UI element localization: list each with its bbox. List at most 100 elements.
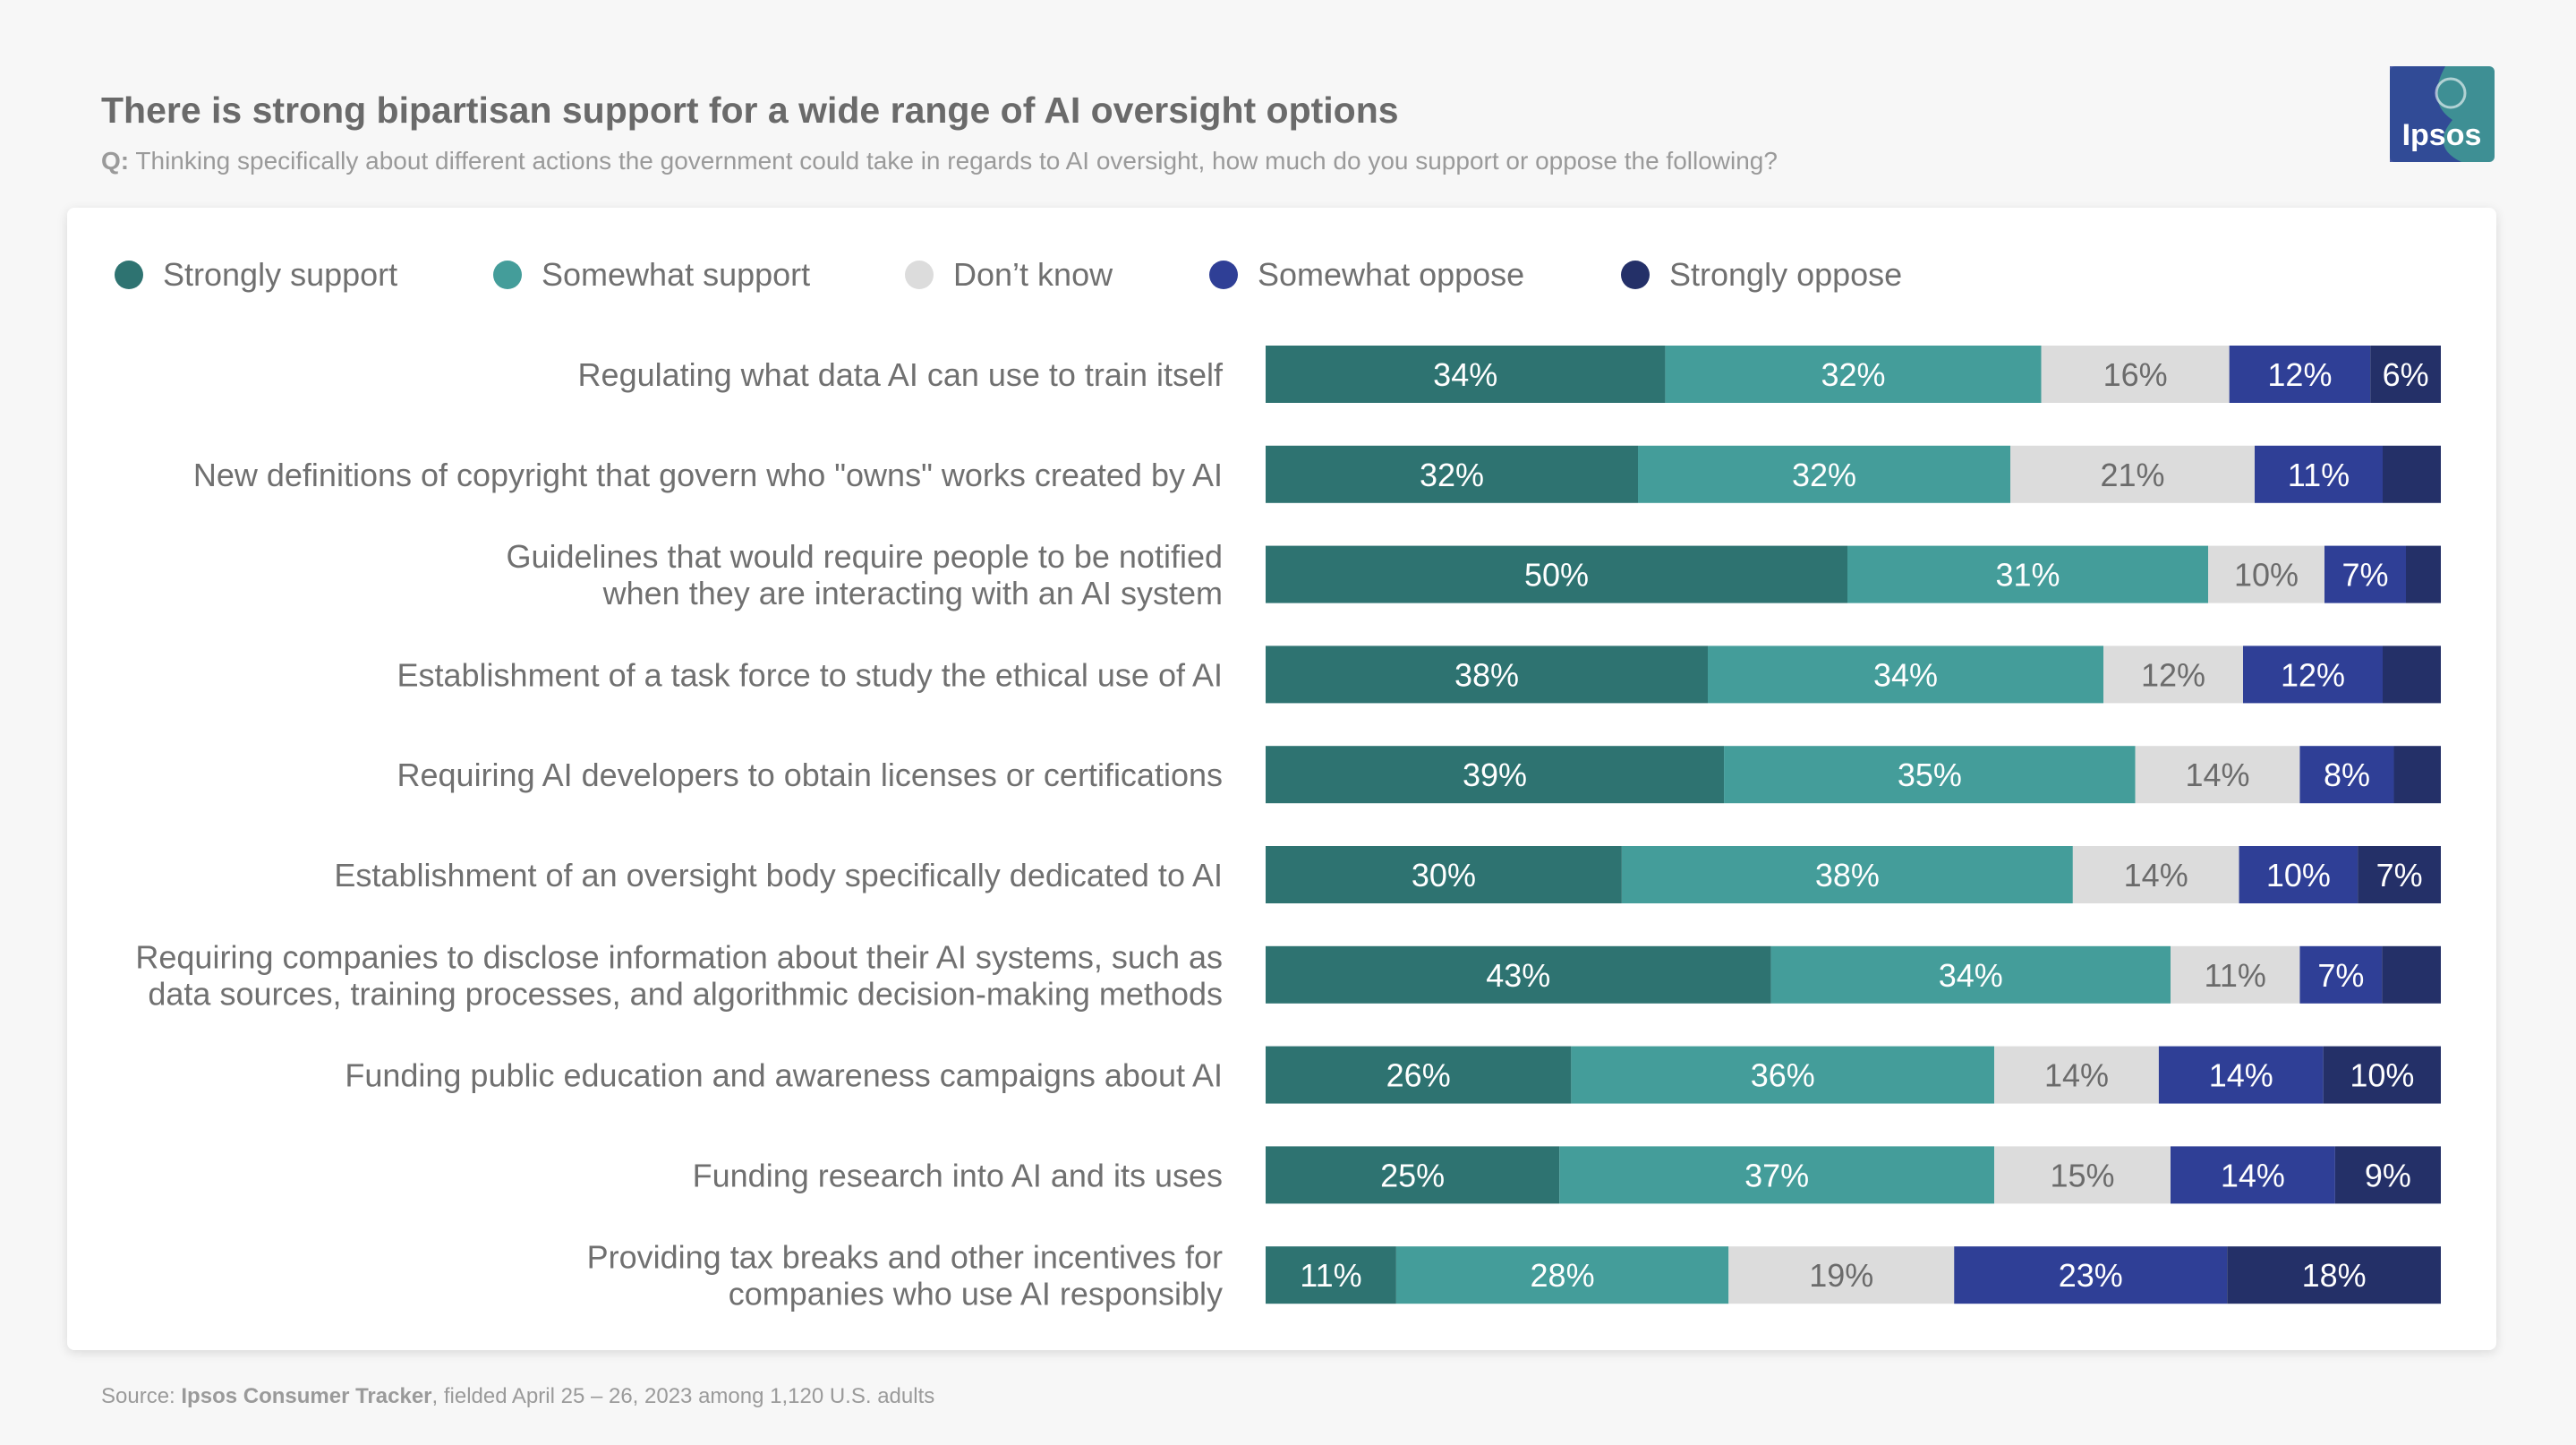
bar-segment-somewhat-oppose xyxy=(2299,746,2394,804)
bar-row: Establishment of a task force to study t… xyxy=(397,646,2441,704)
page-title: There is strong bipartisan support for a… xyxy=(101,90,1399,131)
bar-row: New definitions of copyright that govern… xyxy=(193,445,2441,503)
bar-segment-strongly-support xyxy=(1266,945,1771,1004)
bar-segment-strongly-oppose xyxy=(2383,646,2441,704)
bar-segment-strongly-oppose xyxy=(2406,545,2441,603)
legend-strongly-support: Strongly support xyxy=(115,252,397,297)
data-label: 12% xyxy=(2267,356,2332,393)
legend-label-strongly-support: Strongly support xyxy=(163,256,398,293)
legend-swatch-strongly-oppose xyxy=(1621,261,1650,289)
legend-label-somewhat-oppose: Somewhat oppose xyxy=(1258,256,1525,293)
bar-segment-strongly-oppose xyxy=(2383,445,2441,503)
data-label: 50% xyxy=(1524,557,1589,594)
bar-segment-strongly-support xyxy=(1266,1046,1572,1104)
category-label: companies who use AI responsibly xyxy=(729,1276,1223,1312)
bar-row: Funding research into AI and its uses 25%… xyxy=(693,1146,2441,1204)
data-label: 11% xyxy=(2288,457,2350,493)
bar-segment-somewhat-oppose xyxy=(1954,1246,2228,1304)
bar-segment-somewhat-support xyxy=(1571,1046,1995,1104)
category-label: Establishment of a task force to study t… xyxy=(397,656,1224,693)
data-label: 7% xyxy=(2376,857,2423,894)
data-label: 18% xyxy=(2302,1257,2367,1294)
ipsos-logo: Ipsos xyxy=(2390,66,2495,162)
bar-segment-strongly-support xyxy=(1266,445,1638,503)
bar-segment-somewhat-support xyxy=(1724,746,2136,804)
data-label: 19% xyxy=(1809,1257,1873,1294)
data-label: 9% xyxy=(2365,1157,2411,1193)
bar-segment-somewhat-support xyxy=(1621,846,2073,903)
bar-segment-dont-know xyxy=(1994,1046,2159,1104)
data-label: 32% xyxy=(1420,457,1484,493)
logo-head xyxy=(2435,77,2467,109)
bar-segment-somewhat-support xyxy=(1770,945,2171,1004)
bar-segment-somewhat-oppose xyxy=(2229,346,2371,403)
legend-swatch-somewhat-oppose xyxy=(1209,261,1238,289)
bar-segment-somewhat-support xyxy=(1847,545,2208,603)
bar-segment-strongly-oppose xyxy=(2382,945,2441,1004)
legend-swatch-strongly-support xyxy=(115,261,143,289)
category-label: Requiring companies to disclose informat… xyxy=(135,938,1223,975)
legend-swatch-dont-know xyxy=(905,261,934,289)
bar-segment-strongly-oppose xyxy=(2370,346,2441,403)
data-label: 10% xyxy=(2266,857,2331,894)
bar-segment-strongly-support xyxy=(1266,545,1847,603)
bar-segment-somewhat-oppose xyxy=(2171,1146,2335,1204)
data-label: 43% xyxy=(1486,957,1550,994)
data-label: 21% xyxy=(2100,457,2164,493)
data-label: 34% xyxy=(1433,356,1497,393)
legend-swatch-somewhat-support xyxy=(493,261,522,289)
bar-segment-dont-know xyxy=(2208,545,2324,603)
data-label: 35% xyxy=(1898,757,1962,793)
data-label: 14% xyxy=(2185,757,2249,793)
bar-segment-somewhat-oppose xyxy=(2239,846,2358,903)
data-label: 32% xyxy=(1792,457,1856,493)
legend-somewhat-oppose: Somewhat oppose xyxy=(1209,252,1524,297)
bar-segment-somewhat-support xyxy=(1395,1246,1729,1304)
data-label: 23% xyxy=(2059,1257,2123,1294)
bar-segment-dont-know xyxy=(2010,445,2255,503)
data-label: 36% xyxy=(1751,1057,1815,1094)
bar-segment-somewhat-support xyxy=(1708,646,2103,704)
data-label: 7% xyxy=(2317,957,2364,994)
bar-row: Requiring AI developers to obtain licens… xyxy=(397,746,2441,804)
data-label: 38% xyxy=(1454,656,1519,693)
bar-segment-dont-know xyxy=(1994,1146,2171,1204)
legend-label-dont-know: Don’t know xyxy=(953,256,1113,293)
bar-segment-somewhat-support xyxy=(1665,346,2042,403)
category-label: when they are interacting with an AI sys… xyxy=(602,575,1223,611)
category-label: Providing tax breaks and other incentive… xyxy=(587,1239,1223,1276)
data-label: 34% xyxy=(1939,957,2003,994)
data-label: 11% xyxy=(2205,957,2266,994)
bar-segment-strongly-oppose xyxy=(2393,746,2441,804)
bar-segment-somewhat-oppose xyxy=(2158,1046,2324,1104)
survey-question: Q: Thinking specifically about different… xyxy=(101,147,1778,175)
bar-segment-strongly-support xyxy=(1266,1146,1560,1204)
data-label: 12% xyxy=(2281,656,2345,693)
data-label: 14% xyxy=(2124,857,2188,894)
bar-segment-somewhat-oppose xyxy=(2243,646,2383,704)
source-note: Source: Ipsos Consumer Tracker, fielded … xyxy=(101,1384,934,1409)
data-label: 12% xyxy=(2141,656,2205,693)
bar-row: Providing tax breaks and other incentive… xyxy=(587,1239,2441,1312)
logo-text: Ipsos xyxy=(2402,118,2482,152)
bar-row: Funding public education and awareness c… xyxy=(345,1046,2441,1104)
data-label: 26% xyxy=(1386,1057,1451,1094)
legend-strongly-oppose: Strongly oppose xyxy=(1621,252,1902,297)
bar-segment-somewhat-support xyxy=(1559,1146,1995,1204)
data-label: 10% xyxy=(2234,557,2299,594)
legend-dont-know: Don’t know xyxy=(905,252,1113,297)
bar-segment-strongly-support xyxy=(1266,646,1708,704)
source-details: , fielded April 25 – 26, 2023 among 1,12… xyxy=(431,1384,935,1408)
data-label: 38% xyxy=(1815,857,1880,894)
data-label: 34% xyxy=(1873,656,1938,693)
data-label: 11% xyxy=(1300,1257,1361,1294)
bar-segment-strongly-support xyxy=(1266,1246,1396,1304)
data-label: 15% xyxy=(2050,1157,2114,1193)
bar-segment-somewhat-oppose xyxy=(2255,445,2383,503)
bar-segment-dont-know xyxy=(2041,346,2230,403)
logo-shape xyxy=(2390,66,2461,162)
data-label: 10% xyxy=(2350,1057,2414,1094)
data-label: 6% xyxy=(2383,356,2429,393)
bar-segment-dont-know xyxy=(2103,646,2243,704)
